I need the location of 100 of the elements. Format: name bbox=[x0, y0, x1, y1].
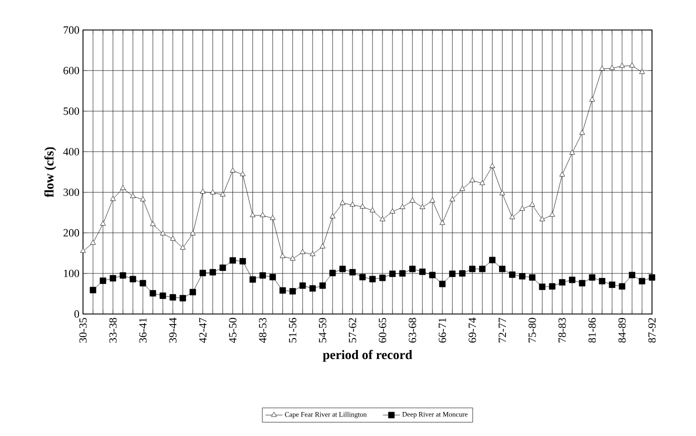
point bbox=[619, 62, 625, 68]
point bbox=[429, 272, 436, 278]
x-tick-label: 60-65 bbox=[378, 318, 386, 343]
point bbox=[629, 62, 635, 68]
point bbox=[608, 282, 616, 288]
point bbox=[329, 270, 336, 276]
x-tick-label: 69-74 bbox=[468, 318, 476, 343]
point bbox=[330, 213, 336, 218]
point bbox=[110, 275, 116, 282]
point bbox=[609, 64, 615, 70]
point bbox=[250, 212, 256, 218]
point bbox=[588, 274, 596, 281]
x-tick-label: 84-89 bbox=[618, 318, 626, 343]
x-tick-label: 36-41 bbox=[139, 318, 147, 343]
point bbox=[350, 202, 356, 207]
y-tick-label: 600 bbox=[64, 66, 80, 74]
point bbox=[260, 272, 266, 279]
x-tick-label: 87-92 bbox=[648, 318, 656, 343]
point bbox=[558, 279, 566, 286]
y-tick-label: 700 bbox=[64, 26, 80, 34]
point bbox=[250, 276, 256, 283]
point bbox=[220, 192, 226, 196]
point bbox=[190, 288, 196, 296]
point bbox=[439, 280, 446, 288]
y-tick-label: 500 bbox=[64, 107, 80, 115]
point bbox=[559, 172, 565, 177]
point bbox=[589, 96, 595, 102]
point bbox=[400, 204, 406, 209]
point bbox=[420, 204, 426, 209]
point bbox=[110, 196, 116, 201]
x-tick-label: 48-53 bbox=[259, 318, 266, 343]
x-tick-label: 39-44 bbox=[169, 318, 177, 343]
point bbox=[399, 270, 406, 277]
point bbox=[509, 214, 516, 220]
y-axis-title: flow (cfs) bbox=[44, 147, 56, 198]
y-tick-label: 300 bbox=[64, 188, 80, 196]
x-tick-label: 54-59 bbox=[318, 318, 326, 342]
point bbox=[320, 243, 326, 248]
point bbox=[170, 294, 176, 301]
x-tick-label: 81-86 bbox=[588, 318, 596, 343]
point bbox=[599, 66, 605, 71]
x-tick-label: 63-68 bbox=[408, 318, 416, 343]
point bbox=[120, 272, 126, 279]
point bbox=[380, 216, 386, 222]
point bbox=[459, 270, 466, 277]
point bbox=[230, 257, 236, 264]
y-tick-label: 0 bbox=[74, 310, 80, 318]
point bbox=[639, 69, 645, 74]
point bbox=[479, 266, 486, 272]
point bbox=[529, 274, 536, 281]
point bbox=[519, 206, 526, 211]
point bbox=[160, 292, 166, 299]
point bbox=[618, 283, 626, 290]
point bbox=[200, 270, 206, 276]
point bbox=[140, 196, 146, 202]
point bbox=[440, 220, 446, 225]
y-tick-label: 200 bbox=[64, 229, 80, 237]
point bbox=[160, 230, 166, 236]
x-tick-label: 66-71 bbox=[438, 318, 446, 343]
point bbox=[190, 230, 196, 236]
point bbox=[240, 258, 246, 264]
point bbox=[269, 274, 276, 280]
point bbox=[499, 190, 506, 196]
x-tick-label: 45-50 bbox=[229, 318, 236, 343]
point bbox=[390, 208, 396, 214]
point bbox=[150, 290, 156, 296]
point bbox=[578, 280, 586, 286]
point bbox=[419, 268, 426, 275]
point bbox=[310, 251, 316, 256]
point bbox=[568, 276, 576, 284]
point bbox=[469, 266, 476, 272]
y-tick-label: 100 bbox=[64, 270, 80, 278]
point bbox=[539, 216, 545, 222]
point bbox=[410, 198, 416, 202]
point bbox=[548, 283, 556, 290]
point bbox=[648, 274, 656, 281]
x-tick-label: 75-80 bbox=[528, 318, 536, 342]
point bbox=[569, 150, 575, 155]
point bbox=[230, 168, 236, 172]
point bbox=[210, 189, 216, 194]
y-tick-label: 400 bbox=[63, 148, 80, 156]
point bbox=[90, 286, 96, 294]
point bbox=[289, 288, 296, 294]
point bbox=[130, 276, 136, 282]
point bbox=[90, 240, 96, 245]
x-tick-label: 72-77 bbox=[498, 318, 506, 342]
point bbox=[120, 185, 126, 190]
point bbox=[579, 130, 585, 135]
point bbox=[130, 193, 136, 198]
point bbox=[300, 249, 306, 254]
point bbox=[470, 177, 476, 182]
point bbox=[480, 180, 486, 186]
point bbox=[359, 274, 366, 280]
point bbox=[240, 171, 246, 176]
point bbox=[200, 188, 206, 194]
point bbox=[628, 272, 636, 278]
point bbox=[100, 220, 106, 226]
point bbox=[270, 215, 276, 220]
point bbox=[299, 282, 306, 289]
point bbox=[150, 221, 156, 226]
